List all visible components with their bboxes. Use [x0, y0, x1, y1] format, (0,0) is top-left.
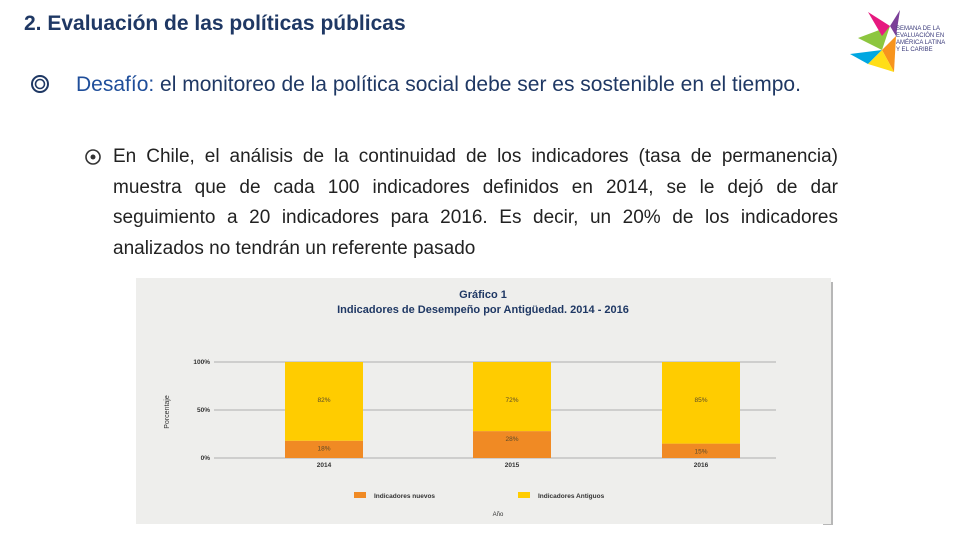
data-label: 85% [694, 397, 707, 404]
bullet-level-1-body: el monitoreo de la política social debe … [154, 73, 801, 96]
slide-title: 2. Evaluación de las políticas públicas [24, 12, 406, 35]
bar-segment [473, 362, 551, 432]
bullet-ring-icon [31, 75, 49, 93]
logo-shape-5 [850, 50, 882, 64]
chart-container: Gráfico 1 Indicadores de Desempeño por A… [136, 278, 831, 524]
logo-line: AMÉRICA LATINA [896, 40, 946, 46]
bar-segment [285, 440, 363, 458]
data-label: 15% [694, 449, 707, 456]
logo-shape-6 [868, 50, 894, 72]
bullet-level-2: En Chile, el análisis de la continuidad … [84, 142, 838, 264]
x-tick-label: 2016 [694, 462, 709, 469]
data-label: 18% [317, 446, 330, 453]
data-label: 28% [505, 436, 518, 443]
y-tick-label: 0% [201, 455, 211, 462]
legend-label: Indicadores Antiguos [538, 493, 605, 500]
bullet-level-2-text: En Chile, el análisis de la continuidad … [113, 146, 838, 259]
bar-segment [285, 362, 363, 441]
legend-label: Indicadores nuevos [374, 493, 435, 500]
x-tick-label: 2015 [505, 462, 520, 469]
bullet-level-1-text: Desafío: el monitoreo de la política soc… [30, 70, 836, 100]
stacked-bar-chart: Gráfico 1 Indicadores de Desempeño por A… [164, 289, 776, 518]
y-tick-label: 50% [197, 407, 210, 414]
legend-swatch [518, 492, 530, 498]
y-axis-label: Porcentaje [164, 395, 171, 429]
event-logo [850, 10, 900, 72]
bar-segment [473, 431, 551, 458]
chart-title: Gráfico 1 [459, 289, 507, 301]
bullet-dot-ring-icon [85, 149, 101, 165]
bullet-level-1-strong: Desafío: [76, 73, 155, 96]
x-axis-label: Año [493, 512, 504, 518]
logo-shape-4 [882, 36, 896, 72]
logo-line: EVALUACIÓN EN [896, 33, 945, 39]
logo-line: Y EL CARIBE [896, 47, 933, 53]
y-tick-label: 100% [193, 359, 210, 366]
chart-subtitle: Indicadores de Desempeño por Antigüedad.… [337, 304, 629, 316]
logo-shape-3 [890, 10, 900, 36]
data-label: 82% [317, 397, 330, 404]
bar-segment [662, 362, 740, 444]
x-tick-label: 2014 [317, 462, 332, 469]
logo-shape-2 [868, 12, 890, 36]
legend-swatch [354, 492, 366, 498]
logo-text: SEMANA DE LA EVALUACIÓN EN AMÉRICA LATIN… [896, 26, 958, 54]
bullet-level-1: Desafío: el monitoreo de la política soc… [30, 70, 836, 100]
data-label: 72% [505, 397, 518, 404]
logo-line: SEMANA DE LA [896, 26, 941, 32]
bar-segment [662, 443, 740, 458]
